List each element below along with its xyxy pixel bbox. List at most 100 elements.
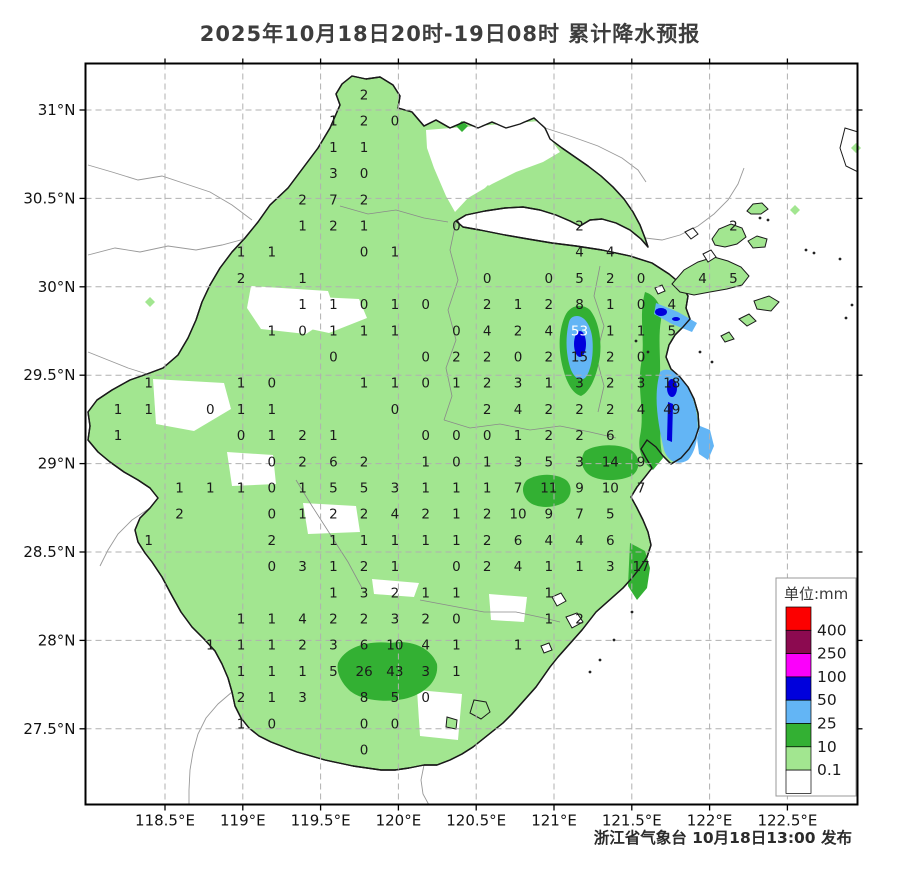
grid-value: 0 <box>298 323 307 339</box>
grid-value: 2 <box>237 690 246 706</box>
grid-value: 3 <box>421 664 430 680</box>
coastline-restroke <box>87 75 700 771</box>
grid-value: 0 <box>329 350 338 366</box>
grid-value: 2 <box>545 428 554 444</box>
grid-value: 2 <box>329 612 338 628</box>
grid-value: 1 <box>329 585 338 601</box>
grid-value: 53 <box>571 323 588 339</box>
grid-value: 9 <box>545 507 554 523</box>
legend-threshold-label: 400 <box>817 621 847 639</box>
legend-swatch <box>785 723 812 748</box>
islet-dot <box>766 218 770 222</box>
lat-lon-gridlines <box>85 63 858 805</box>
grid-value: 4 <box>514 559 523 575</box>
legend-threshold-label: 250 <box>817 645 847 663</box>
grid-value: 0 <box>452 219 461 235</box>
islet-dot <box>850 303 854 307</box>
lon-axis-label: 119°E <box>220 812 266 830</box>
islet-dot <box>804 248 808 252</box>
islet-dot <box>634 339 638 343</box>
grid-value: 1 <box>237 402 246 418</box>
grid-value: 7 <box>637 481 646 497</box>
grid-value: 1 <box>298 481 307 497</box>
islet-dot <box>838 257 842 261</box>
grid-value: 4 <box>606 245 615 261</box>
grid-value: 1 <box>175 481 184 497</box>
grid-value: 4 <box>483 323 492 339</box>
grid-value: 3 <box>575 454 584 470</box>
grid-value: 0 <box>483 271 492 287</box>
grid-value: 1 <box>545 376 554 392</box>
grid-value: 1 <box>452 664 461 680</box>
grid-value: 1 <box>237 245 246 261</box>
grid-value: 0 <box>268 481 277 497</box>
grid-value: 2 <box>575 612 584 628</box>
grid-value: 4 <box>545 533 554 549</box>
grid-value: 3 <box>391 612 400 628</box>
grid-value: 0 <box>421 297 430 313</box>
rain-speckle <box>260 577 270 587</box>
grid-value: 5 <box>391 690 400 706</box>
rain-speckle <box>222 308 232 318</box>
grid-value: 7 <box>575 507 584 523</box>
grid-value: 4 <box>514 402 523 418</box>
grid-value: 2 <box>514 323 523 339</box>
grid-value: 0 <box>637 350 646 366</box>
grid-value: 0 <box>452 612 461 628</box>
grid-value: 2 <box>421 507 430 523</box>
grid-value: 4 <box>637 402 646 418</box>
lat-axis-label: 30.5°N <box>23 189 75 207</box>
rain-25mm-area <box>697 426 714 460</box>
grid-value: 4 <box>298 612 307 628</box>
grid-value: 4 <box>391 507 400 523</box>
grid-value: 26 <box>356 664 373 680</box>
grid-value: 1 <box>329 323 338 339</box>
grid-value: 3 <box>514 376 523 392</box>
grid-value: 1 <box>360 140 369 156</box>
grid-value: 49 <box>663 402 680 418</box>
grid-value: 0 <box>545 271 554 287</box>
grid-value: 5 <box>360 481 369 497</box>
grid-value: 1 <box>237 481 246 497</box>
grid-value: 7 <box>514 481 523 497</box>
rain-25mm-area <box>656 369 698 463</box>
grid-value: 4 <box>668 297 677 313</box>
grid-value: 7 <box>329 192 338 208</box>
legend-swatch <box>785 769 812 794</box>
grid-value: 0 <box>268 376 277 392</box>
legend-swatch <box>785 653 812 678</box>
no-rain-patch <box>303 503 360 534</box>
neighbor-boundary-line <box>188 691 233 805</box>
grid-value: 1 <box>421 533 430 549</box>
islands <box>145 127 861 730</box>
grid-value: 0 <box>360 297 369 313</box>
grid-value: 1 <box>514 638 523 654</box>
grid-value: 1 <box>452 585 461 601</box>
grid-value: 2 <box>606 271 615 287</box>
grid-value: 0 <box>237 428 246 444</box>
publisher-note: 浙江省气象台 10月18日13:00 发布 <box>594 828 852 847</box>
grid-value: 3 <box>329 638 338 654</box>
grid-value: 0 <box>421 428 430 444</box>
county-boundary-line <box>295 479 363 589</box>
lon-axis-label: 120°E <box>376 812 422 830</box>
grid-value: 5 <box>575 271 584 287</box>
grid-value: 3 <box>637 376 646 392</box>
grid-value: 3 <box>391 481 400 497</box>
grid-value: 10 <box>509 507 526 523</box>
island <box>540 642 553 654</box>
grid-value: 4 <box>575 533 584 549</box>
islet-dot <box>812 251 816 255</box>
no-rain-patch <box>372 579 419 597</box>
grid-value: 1 <box>268 612 277 628</box>
grid-value: 1 <box>606 297 615 313</box>
islet-dot <box>758 216 762 220</box>
island <box>565 612 584 629</box>
island-green <box>753 295 780 312</box>
grid-value: 2 <box>268 533 277 549</box>
grid-value: 8 <box>360 690 369 706</box>
rain-speckle <box>790 205 800 215</box>
no-rain-patch <box>297 296 367 333</box>
grid-value: 2 <box>329 219 338 235</box>
rain-10mm-area <box>628 543 650 600</box>
